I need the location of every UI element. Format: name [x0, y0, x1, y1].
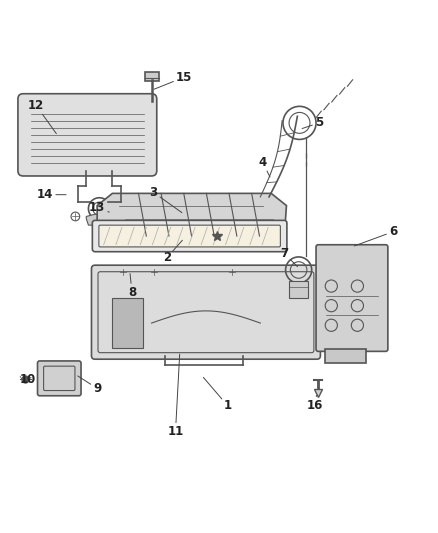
FancyBboxPatch shape: [18, 94, 157, 176]
Text: 16: 16: [307, 395, 323, 412]
Text: 6: 6: [354, 225, 397, 246]
Text: 13: 13: [89, 201, 110, 214]
Polygon shape: [86, 214, 105, 225]
Bar: [112, 298, 143, 348]
FancyBboxPatch shape: [99, 225, 280, 247]
Text: 4: 4: [258, 156, 270, 177]
Text: 8: 8: [128, 273, 136, 299]
Bar: [145, 72, 159, 81]
Text: 9: 9: [78, 376, 101, 395]
FancyBboxPatch shape: [92, 220, 287, 252]
Text: 1: 1: [203, 377, 232, 412]
FancyBboxPatch shape: [38, 361, 81, 396]
Text: 5: 5: [302, 116, 323, 130]
Text: 14: 14: [37, 188, 66, 201]
Text: 3: 3: [150, 186, 182, 213]
FancyBboxPatch shape: [316, 245, 388, 351]
Bar: [289, 281, 308, 298]
Text: 2: 2: [162, 240, 182, 264]
Text: 10: 10: [19, 373, 35, 386]
Text: 11: 11: [167, 354, 184, 438]
Polygon shape: [97, 193, 286, 237]
Text: 15: 15: [154, 71, 192, 89]
Text: 12: 12: [28, 99, 57, 134]
Text: 7: 7: [280, 247, 297, 266]
Bar: [325, 349, 366, 363]
FancyBboxPatch shape: [92, 265, 321, 359]
